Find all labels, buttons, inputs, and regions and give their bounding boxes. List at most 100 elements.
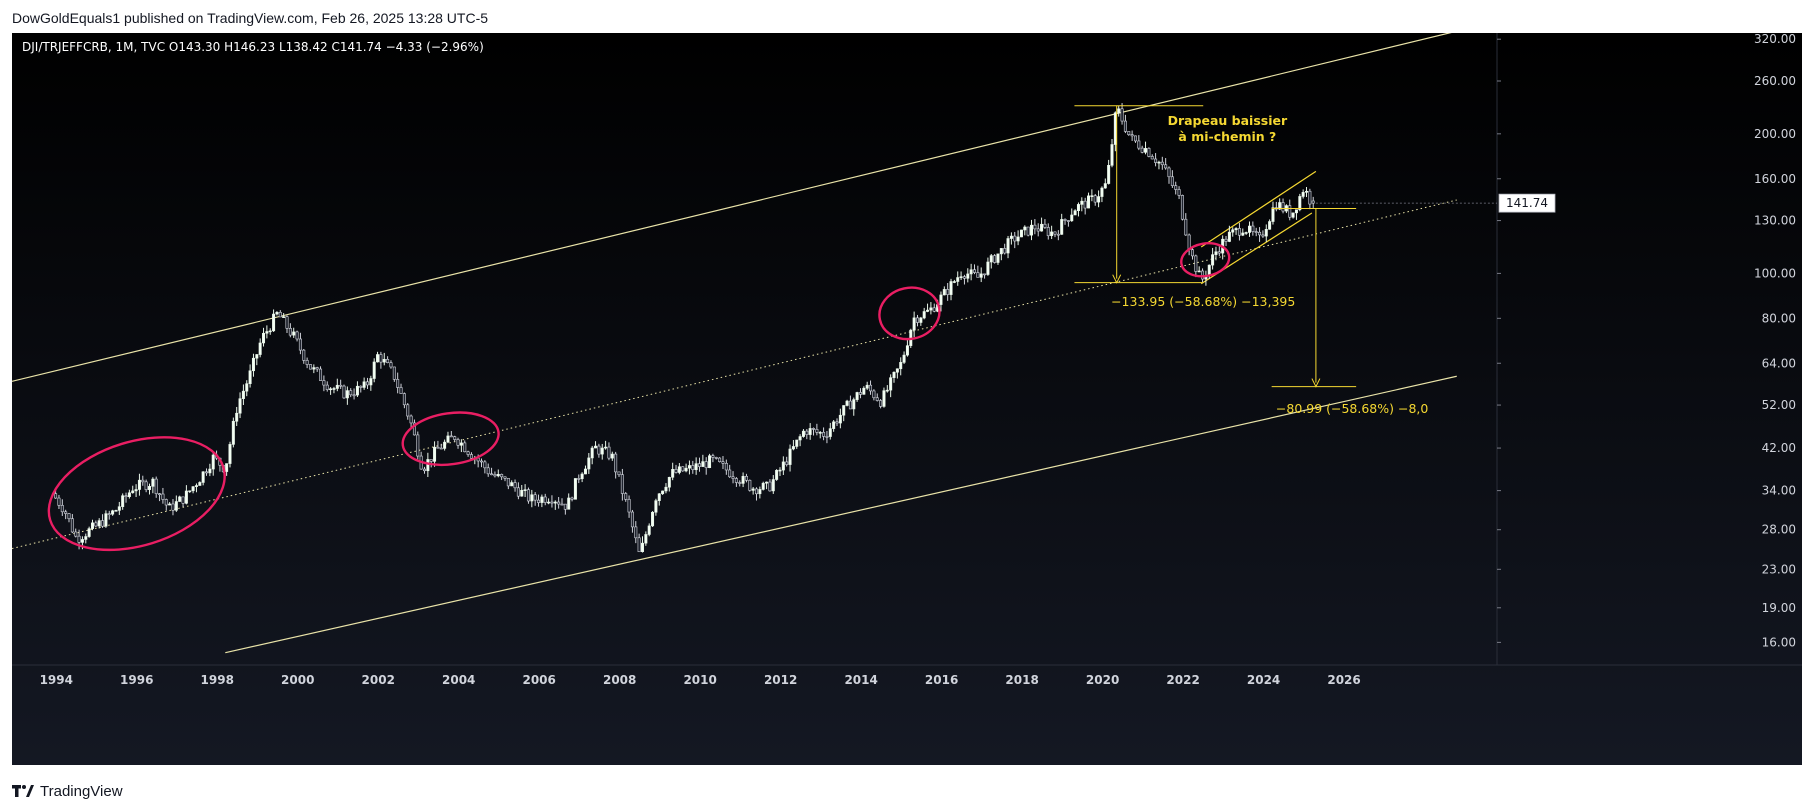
candle-body [94, 522, 98, 527]
footer-brand: TradingView [40, 782, 123, 800]
candle-body [637, 537, 641, 553]
candle-body [268, 330, 272, 333]
candle-body [691, 465, 695, 471]
candle-body [1164, 164, 1168, 169]
tradingview-logo-icon [12, 785, 34, 797]
candle-body [97, 520, 101, 527]
candle-body [439, 447, 443, 450]
candle-body [208, 468, 212, 474]
candle-body [490, 473, 494, 476]
candle-body [604, 446, 608, 449]
candle-body [288, 328, 292, 336]
candle-body [899, 362, 903, 370]
candle-body [191, 486, 195, 492]
candle-body [1278, 202, 1282, 210]
candle-body [1291, 212, 1295, 218]
candle-body [885, 389, 889, 392]
candle-body [1140, 147, 1144, 153]
candle-body [245, 383, 249, 392]
candle-body [926, 309, 930, 312]
candle-body [235, 412, 239, 422]
time-axis-label: 2016 [925, 673, 958, 687]
time-axis-label: 2018 [1005, 673, 1038, 687]
time-axis-label: 1998 [201, 673, 234, 687]
candle-body [231, 420, 235, 445]
candle-body [382, 359, 386, 363]
candle-body [449, 435, 453, 438]
candle-body [117, 506, 121, 511]
candle-body [184, 490, 188, 504]
candle-body [771, 479, 775, 492]
candle-body [298, 338, 302, 351]
candle-body [1160, 161, 1164, 166]
candle-body [919, 317, 923, 323]
candle-body [788, 448, 792, 465]
candle-body [842, 405, 846, 416]
candle-body [1026, 226, 1030, 236]
candle-body [255, 354, 259, 359]
candle-body [1100, 187, 1104, 197]
candle-body [496, 474, 500, 477]
candle-body [124, 495, 128, 498]
candle-body [84, 536, 88, 540]
candle-body [734, 478, 738, 483]
candle-body [949, 281, 953, 295]
time-axis-label: 2012 [764, 673, 797, 687]
candle-body [791, 446, 795, 450]
candle-body [895, 368, 899, 373]
candle-body [520, 490, 524, 497]
time-axis-label: 2010 [683, 673, 716, 687]
candle-body [1120, 108, 1124, 122]
ellipse-2022[interactable] [1179, 240, 1232, 280]
price-axis-label: 23.00 [1762, 562, 1796, 576]
candle-body [1080, 200, 1084, 205]
time-axis-label: 2008 [603, 673, 636, 687]
candle-body [154, 478, 158, 494]
candle-body [905, 345, 909, 356]
time-axis-label: 2002 [362, 673, 395, 687]
candle-body [550, 501, 554, 504]
candle-body [1167, 167, 1171, 178]
candle-body [80, 539, 84, 543]
candle-body [1234, 228, 1238, 231]
candle-body [624, 493, 628, 500]
last-price-label: 141.74 [1506, 196, 1548, 210]
candle-body [537, 499, 541, 503]
candle-body [755, 488, 759, 495]
candle-body [1066, 220, 1070, 222]
candle-body [74, 531, 78, 537]
candle-body [1268, 221, 1272, 230]
price-axis-label: 52.00 [1762, 398, 1796, 412]
candle-body [627, 499, 631, 513]
candle-body [70, 518, 74, 533]
chart-svg[interactable]: −133.95 (−58.68%) −13,395 −80.99 (−58.68%… [12, 33, 1802, 765]
candle-body [168, 503, 172, 506]
candle-body [104, 513, 108, 527]
candle-body [262, 332, 266, 344]
candle-body [493, 474, 497, 477]
ellipse-1995[interactable] [35, 417, 239, 569]
channel-upper[interactable] [12, 33, 1457, 382]
candle-body [832, 421, 836, 429]
candle-body [708, 455, 712, 469]
ellipse-2015[interactable] [875, 282, 945, 344]
candle-body [590, 447, 594, 459]
candle-body [141, 479, 145, 483]
candle-body [523, 489, 527, 491]
candle-body [882, 390, 886, 407]
price-axis-label: 320.00 [1754, 33, 1796, 46]
chart-frame[interactable]: −133.95 (−58.68%) −13,395 −80.99 (−58.68%… [12, 33, 1802, 765]
candle-body [580, 473, 584, 480]
channel-lower[interactable] [225, 375, 1457, 654]
price-axis-label: 200.00 [1754, 127, 1796, 141]
candle-body [90, 522, 94, 529]
flag-upper[interactable] [1200, 170, 1317, 248]
candle-body [1190, 249, 1194, 257]
ellipse-2003[interactable] [399, 407, 502, 471]
candle-body [855, 392, 859, 400]
candle-body [979, 273, 983, 278]
candle-body [939, 294, 943, 305]
candle-body [687, 465, 691, 469]
candle-body [1180, 195, 1184, 220]
candle-body [292, 331, 296, 336]
